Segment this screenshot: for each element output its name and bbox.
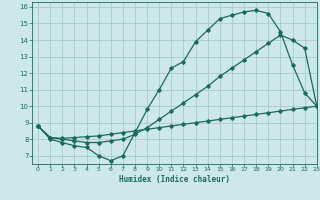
X-axis label: Humidex (Indice chaleur): Humidex (Indice chaleur) [119, 175, 230, 184]
